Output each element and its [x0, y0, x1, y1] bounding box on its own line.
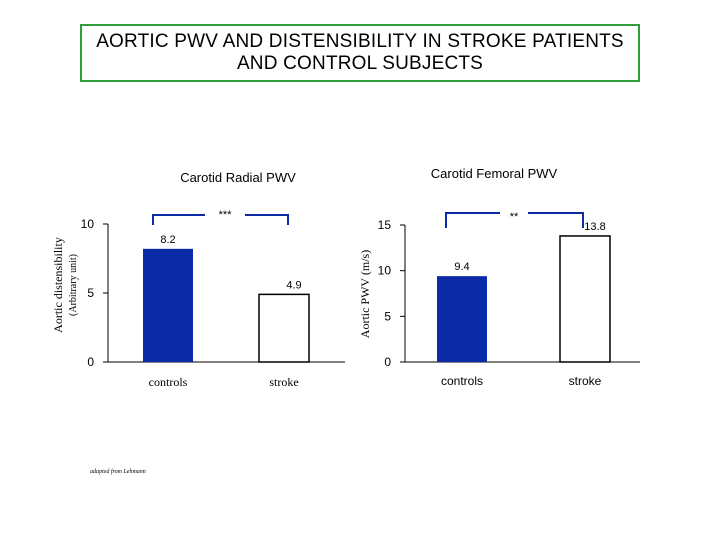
left-ylabel-line2: (Arbitrary unit) — [68, 254, 79, 316]
right-chart-title: Carotid Femoral PWV — [431, 166, 558, 181]
left-ytick-label: 5 — [87, 286, 94, 300]
right-significance-bracket — [445, 212, 584, 228]
right-ytick-label: 10 — [378, 264, 392, 278]
right-category-label-stroke: stroke — [569, 374, 602, 388]
left-value-label-stroke: 4.9 — [286, 279, 301, 291]
right-chart: Carotid Femoral PWV Aortic PWV (m/s) 0 5 1… — [358, 166, 640, 388]
left-significance-bracket — [152, 214, 289, 225]
left-category-label-controls: controls — [149, 375, 188, 389]
left-ylabel-line1: Aortic distensibility — [51, 237, 65, 333]
left-chart: Carotid Radial PWV Aortic distensibility… — [51, 170, 345, 389]
left-bars: 8.2 controls 4.9 stroke — [143, 234, 310, 389]
right-ytick-label: 5 — [384, 309, 391, 323]
chart-title-box: AORTIC PWV AND DISTENSIBILITY IN STROKE … — [80, 24, 640, 82]
right-value-label-controls: 9.4 — [454, 261, 469, 273]
left-value-label-controls: 8.2 — [160, 234, 175, 246]
right-ylabel: Aortic PWV (m/s) — [358, 250, 372, 338]
left-bar-controls — [143, 248, 193, 362]
right-y-ticks: 0 5 10 15 — [378, 218, 405, 369]
right-ytick-label: 15 — [378, 218, 392, 232]
left-ytick-label: 0 — [87, 355, 94, 369]
main-title: AORTIC PWV AND DISTENSIBILITY IN STROKE … — [96, 31, 624, 74]
left-bar-stroke — [258, 293, 310, 363]
right-category-label-controls: controls — [441, 374, 483, 388]
left-significance-marker: *** — [219, 209, 233, 221]
left-chart-title: Carotid Radial PWV — [180, 170, 296, 185]
right-bar-stroke — [559, 235, 611, 363]
right-significance-marker: ** — [510, 211, 519, 223]
left-y-ticks: 0 5 10 — [81, 217, 108, 369]
right-value-label-stroke: 13.8 — [584, 221, 605, 233]
source-note: adapted from Lehmann — [90, 468, 146, 475]
left-category-label-stroke: stroke — [269, 375, 298, 389]
right-ytick-label: 0 — [384, 355, 391, 369]
left-ytick-label: 10 — [81, 217, 95, 231]
right-bars: 9.4 controls 13.8 stroke — [437, 221, 611, 388]
right-bar-controls — [437, 276, 487, 362]
